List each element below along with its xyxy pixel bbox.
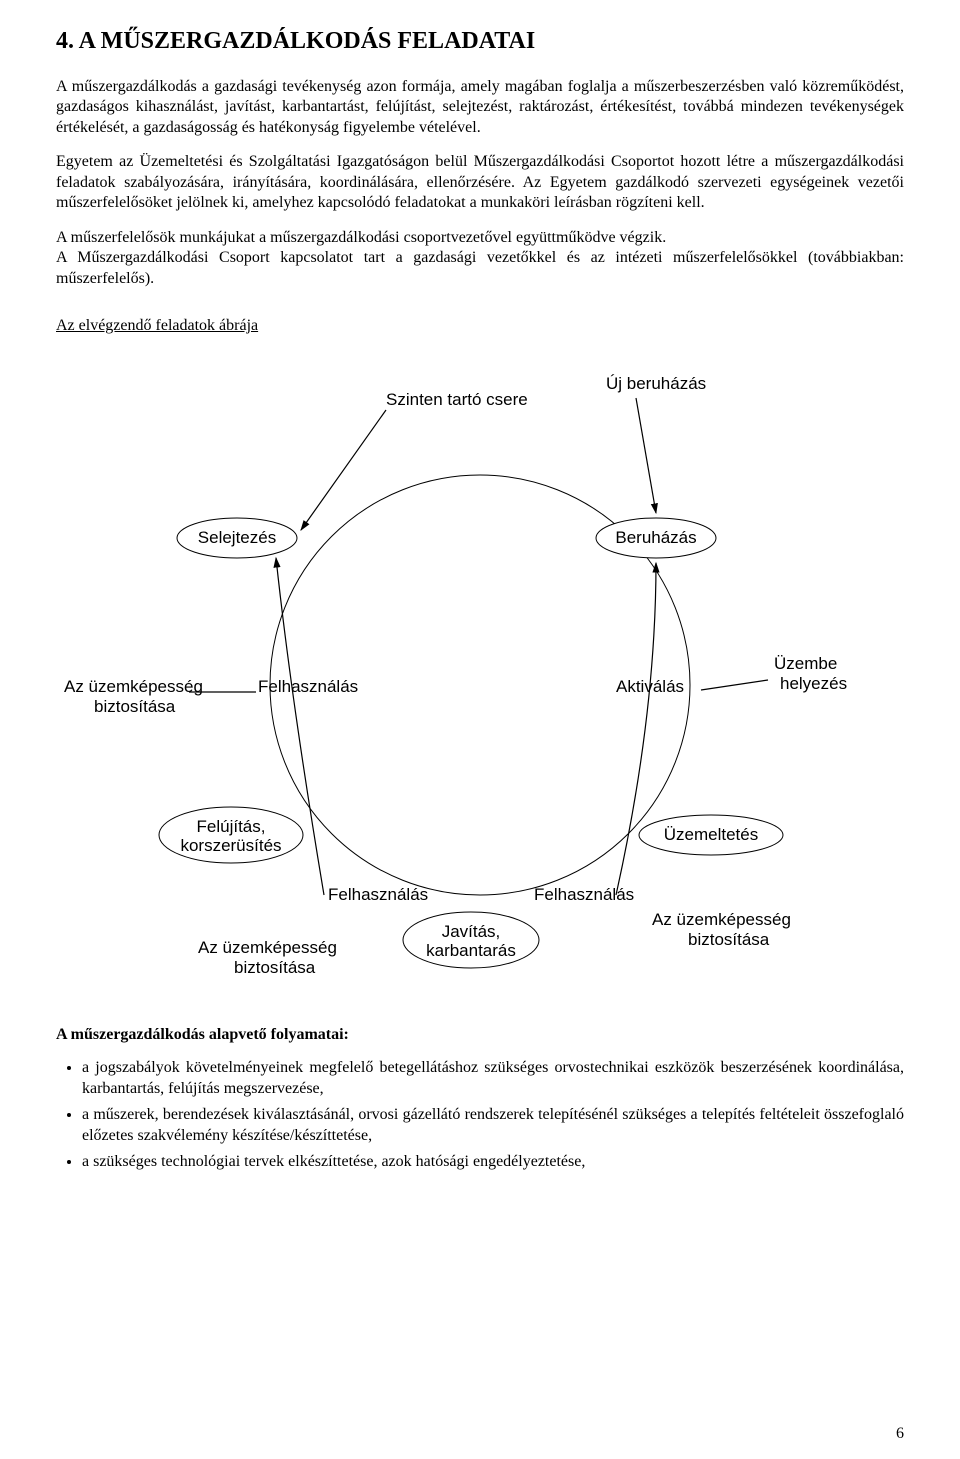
processes-list: a jogszabályok követelményeinek megfelel… [82, 1058, 904, 1172]
diagram-label: Új beruházás [606, 374, 706, 393]
processes-subheading: A műszergazdálkodás alapvető folyamatai: [56, 1026, 904, 1044]
cycle-svg: Szinten tartó csere Új beruházás Felhaszná… [56, 345, 904, 995]
diagram-label: biztosítása [94, 697, 176, 716]
diagram-label: Üzembe [774, 654, 837, 673]
arrow [701, 680, 768, 690]
diagram-label: Az üzemképesség [198, 938, 337, 957]
paragraph-2: Egyetem az Üzemeltetési és Szolgáltatási… [56, 152, 904, 213]
diagram-label: Felhasználás [258, 677, 358, 696]
node-label: karbantarás [426, 941, 516, 960]
section-title: 4. A MŰSZERGAZDÁLKODÁS FELADATAI [56, 28, 904, 55]
node-label: Selejtezés [198, 528, 276, 547]
diagram-label: Felhasználás [328, 885, 428, 904]
node-label: korszerüsítés [180, 836, 281, 855]
paragraph-4: A Műszergazdálkodási Csoport kapcsolatot… [56, 248, 904, 289]
diagram-label: Aktiválás [616, 677, 684, 696]
node-label: Javítás, [442, 922, 501, 941]
paragraph-3: A műszerfelelősök munkájukat a műszergaz… [56, 228, 904, 248]
page-number: 6 [896, 1425, 904, 1443]
diagram-label: helyezés [780, 674, 847, 693]
list-item: a műszerek, berendezések kiválasztásánál… [82, 1105, 904, 1146]
node-label: Üzemeltetés [664, 825, 758, 844]
node-label: Beruházás [615, 528, 696, 547]
node-label: Felújítás, [197, 817, 266, 836]
diagram-label: Felhasználás [534, 885, 634, 904]
diagram-label: biztosítása [688, 930, 770, 949]
diagram-label: biztosítása [234, 958, 316, 977]
diagram-label: Az üzemképesség [652, 910, 791, 929]
list-item: a jogszabályok követelményeinek megfelel… [82, 1058, 904, 1099]
diagram-heading: Az elvégzendő feladatok ábrája [56, 317, 904, 335]
page: 4. A MŰSZERGAZDÁLKODÁS FELADATAI A műsze… [0, 0, 960, 1459]
arrow [301, 410, 386, 530]
diagram-label: Az üzemképesség [64, 677, 203, 696]
list-item: a szükséges technológiai tervek elkészít… [82, 1152, 904, 1172]
arrow [636, 398, 656, 513]
cycle-diagram: Szinten tartó csere Új beruházás Felhaszná… [56, 345, 904, 1000]
paragraph-1: A műszergazdálkodás a gazdasági tevékeny… [56, 77, 904, 138]
diagram-label: Szinten tartó csere [386, 390, 528, 409]
